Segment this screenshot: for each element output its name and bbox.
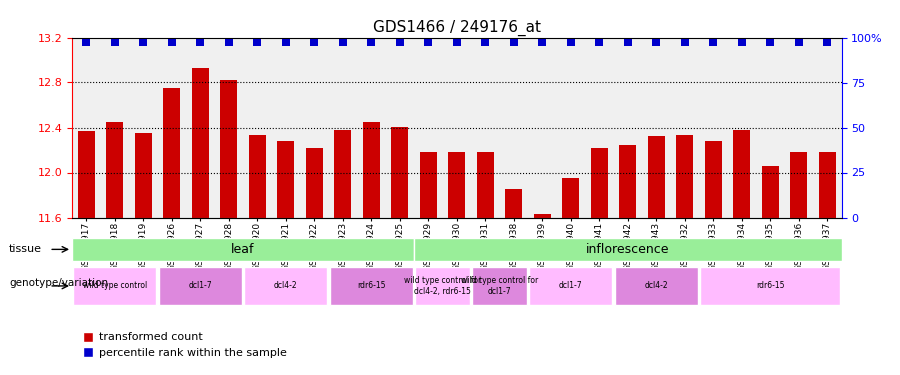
Bar (106, 122, 123, 218)
Point (763, 39, 778, 45)
Point (79, 39, 94, 45)
Bar (192, 68, 209, 218)
Bar (562, 178, 580, 218)
Point (792, 39, 806, 45)
Bar (277, 141, 294, 218)
FancyBboxPatch shape (416, 267, 470, 305)
Bar (534, 214, 551, 217)
Point (250, 39, 265, 45)
Bar (306, 148, 323, 217)
Text: wild type control for
dcl1-7: wild type control for dcl1-7 (461, 276, 538, 296)
Bar (761, 166, 778, 218)
Text: leaf: leaf (231, 243, 255, 256)
Point (478, 39, 492, 45)
Point (364, 39, 378, 45)
Text: wild type control for
dcl4-2, rdr6-15: wild type control for dcl4-2, rdr6-15 (404, 276, 482, 296)
Point (108, 39, 122, 45)
Bar (790, 152, 807, 217)
Bar (419, 152, 436, 217)
Bar (77, 131, 94, 218)
Bar (334, 130, 351, 218)
Point (421, 39, 436, 45)
FancyBboxPatch shape (529, 267, 612, 305)
Bar (248, 135, 266, 218)
Legend: transformed count, percentile rank within the sample: transformed count, percentile rank withi… (77, 328, 291, 363)
Bar (135, 133, 152, 218)
Text: rdr6-15: rdr6-15 (756, 281, 785, 290)
Bar (819, 152, 836, 217)
Point (621, 39, 635, 45)
Point (392, 39, 407, 45)
Text: genotype/variation: genotype/variation (9, 278, 108, 288)
Bar (448, 152, 465, 217)
Bar (705, 141, 722, 218)
Bar (590, 148, 608, 217)
Point (449, 39, 464, 45)
Text: inflorescence: inflorescence (586, 243, 670, 256)
Bar (163, 88, 180, 218)
Point (678, 39, 692, 45)
Bar (392, 128, 409, 218)
Bar (619, 146, 636, 218)
Point (336, 39, 350, 45)
Point (649, 39, 663, 45)
Bar (734, 130, 751, 218)
Bar (505, 189, 522, 217)
Point (193, 39, 207, 45)
Point (507, 39, 521, 45)
FancyBboxPatch shape (414, 238, 842, 261)
FancyBboxPatch shape (472, 267, 526, 305)
FancyBboxPatch shape (159, 267, 241, 305)
Text: wild type control: wild type control (83, 281, 147, 290)
Text: rdr6-15: rdr6-15 (357, 281, 385, 290)
Title: GDS1466 / 249176_at: GDS1466 / 249176_at (373, 20, 541, 36)
FancyBboxPatch shape (700, 267, 840, 305)
Point (279, 39, 293, 45)
Bar (676, 135, 693, 218)
FancyBboxPatch shape (615, 267, 698, 305)
Point (165, 39, 179, 45)
FancyBboxPatch shape (330, 267, 412, 305)
Point (734, 39, 749, 45)
FancyBboxPatch shape (74, 267, 156, 305)
Point (563, 39, 578, 45)
Text: dcl4-2: dcl4-2 (274, 281, 298, 290)
Text: dcl4-2: dcl4-2 (644, 281, 668, 290)
Bar (648, 136, 665, 218)
Point (592, 39, 607, 45)
Bar (363, 122, 380, 218)
Point (820, 39, 834, 45)
Bar (477, 152, 494, 217)
Point (136, 39, 150, 45)
FancyBboxPatch shape (72, 238, 414, 261)
Point (535, 39, 549, 45)
Text: dcl1-7: dcl1-7 (188, 281, 212, 290)
FancyBboxPatch shape (245, 267, 327, 305)
Point (307, 39, 321, 45)
Point (221, 39, 236, 45)
Text: tissue: tissue (9, 244, 42, 254)
Bar (220, 80, 238, 218)
Point (706, 39, 720, 45)
Text: dcl1-7: dcl1-7 (559, 281, 582, 290)
